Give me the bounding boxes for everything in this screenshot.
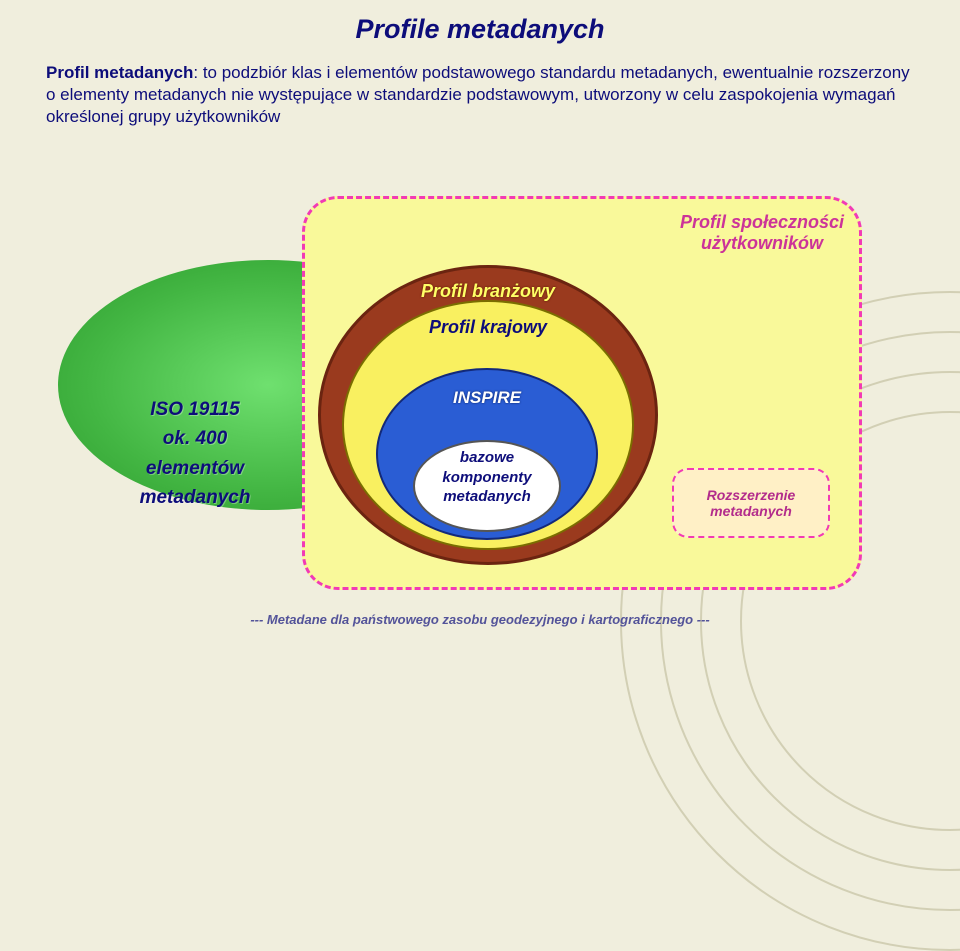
label-national: Profil krajowy xyxy=(342,317,634,338)
intro-paragraph: Profil metadanych: to podzbiór klas i el… xyxy=(46,62,914,127)
label-base-line1: bazowe xyxy=(460,449,514,466)
iso-line4: metadanych xyxy=(140,487,251,508)
iso-line1: ISO 19115 xyxy=(150,399,239,420)
iso-line3: elementów xyxy=(146,458,244,479)
label-inspire: INSPIRE xyxy=(376,388,598,408)
community-label: Profil społeczności użytkowników xyxy=(652,212,872,254)
footer-text: --- Metadane dla państwowego zasobu geod… xyxy=(0,612,960,627)
extension-line2: metadanych xyxy=(710,503,792,519)
iso-line2: ok. 400 xyxy=(163,428,227,449)
intro-lead: Profil metadanych xyxy=(46,63,193,82)
label-base-line2: komponenty xyxy=(442,469,531,486)
extension-label: Rozszerzenie metadanych xyxy=(707,487,796,519)
slide-title: Profile metadanych xyxy=(0,14,960,45)
label-base: bazowe komponenty metadanych xyxy=(413,448,561,507)
label-industry: Profil branżowy xyxy=(318,281,658,302)
iso-label: ISO 19115 ok. 400 elementów metadanych xyxy=(100,395,290,513)
extension-line1: Rozszerzenie xyxy=(707,487,796,503)
label-base-line3: metadanych xyxy=(443,488,531,505)
extension-box: Rozszerzenie metadanych xyxy=(672,468,830,538)
